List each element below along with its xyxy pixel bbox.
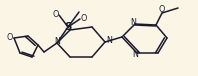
Text: N: N (132, 50, 138, 59)
Text: N: N (130, 18, 136, 27)
Text: O: O (80, 14, 87, 23)
Text: S: S (64, 22, 72, 32)
Text: O: O (7, 34, 13, 42)
Text: O: O (52, 10, 59, 19)
Text: N: N (54, 37, 60, 46)
Text: N: N (106, 36, 112, 45)
Text: O: O (159, 5, 165, 14)
